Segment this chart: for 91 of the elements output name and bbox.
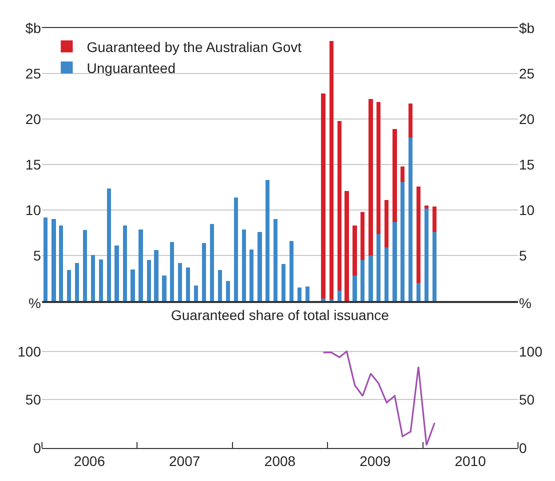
bar [98, 259, 103, 302]
bar [202, 242, 206, 302]
bar [281, 264, 286, 302]
x-tick-label: 2007 [169, 452, 200, 469]
bar [154, 250, 158, 302]
bar [265, 180, 270, 302]
bar [321, 298, 326, 302]
y2-tick-label: 25 [519, 65, 535, 82]
y-tick-label: 0 [33, 440, 42, 456]
bar [242, 229, 246, 302]
bar [352, 276, 357, 302]
y-tick-label: $b [25, 20, 42, 36]
bar [337, 120, 342, 290]
bar [162, 276, 166, 302]
legend-label: Guaranteed by the Australian Govt [86, 38, 302, 55]
y-tick-label: 25 [25, 65, 42, 82]
bar [424, 208, 429, 302]
bar [122, 226, 127, 302]
bar [408, 137, 413, 302]
legend-label: Unguaranteed [86, 60, 176, 76]
bar [146, 260, 151, 302]
y-tick-label: 15 [25, 156, 42, 172]
y-tick-label: 50 [25, 392, 42, 408]
y2-tick-label: 5 [519, 248, 527, 264]
bar [360, 260, 365, 302]
bar [90, 254, 95, 302]
bar [416, 186, 420, 283]
x-tick-label: 2008 [264, 452, 296, 469]
bar [289, 241, 294, 302]
bar [234, 197, 238, 302]
x-tick-label: 2009 [360, 452, 391, 469]
bar [360, 212, 365, 260]
y2-tick-label: 100 [519, 343, 543, 360]
bar [194, 286, 198, 302]
bar [258, 232, 262, 302]
bar [170, 242, 174, 302]
bar [337, 290, 342, 302]
bar [74, 262, 80, 302]
bar [416, 282, 420, 302]
y2-tick-label: 0 [519, 440, 527, 456]
bar [376, 102, 381, 234]
bar [186, 268, 190, 302]
bar [368, 256, 373, 302]
bar [138, 229, 143, 302]
bar [432, 232, 437, 302]
y2-tick-label: 20 [519, 110, 535, 127]
bar [392, 222, 397, 302]
bar [344, 191, 349, 302]
y-tick-label: 5 [33, 248, 42, 264]
bar [400, 182, 405, 302]
bar [424, 206, 429, 208]
y-tick-label: 20 [25, 110, 42, 127]
bar [408, 104, 413, 138]
y2-tick-label: % [519, 295, 532, 312]
y2-tick-label: 15 [519, 156, 535, 172]
bar [273, 219, 278, 302]
bar [305, 286, 310, 302]
bar [432, 206, 437, 232]
bar [392, 129, 397, 222]
bar [106, 188, 112, 302]
bar [210, 224, 214, 302]
bar [67, 270, 72, 302]
bar [226, 281, 230, 302]
bar [58, 226, 64, 302]
y2-tick-label: 10 [519, 202, 535, 218]
bar [376, 234, 381, 302]
bar [368, 99, 373, 256]
bar [82, 230, 88, 302]
bar [384, 247, 389, 302]
bar [250, 249, 254, 302]
bar [352, 226, 357, 276]
bar [52, 219, 56, 302]
bar [321, 94, 326, 298]
chart-title: Guaranteed share of total issuance [171, 307, 390, 323]
y2-tick-label: $b [519, 20, 535, 36]
y-tick-label: 100 [18, 343, 42, 360]
bar [400, 166, 405, 182]
bar [130, 269, 135, 302]
x-tick-label: 2010 [454, 452, 486, 469]
bar [44, 217, 48, 302]
x-tick-label: 2006 [74, 452, 106, 469]
bar [114, 246, 119, 302]
bar [178, 262, 182, 302]
bar [297, 288, 302, 302]
line-series [322, 350, 436, 446]
y-tick-label: 10 [25, 202, 42, 218]
bar [329, 40, 334, 300]
y-tick-label: % [28, 295, 41, 312]
bar [218, 270, 222, 302]
y2-tick-label: 50 [519, 392, 535, 408]
bar [384, 200, 389, 248]
